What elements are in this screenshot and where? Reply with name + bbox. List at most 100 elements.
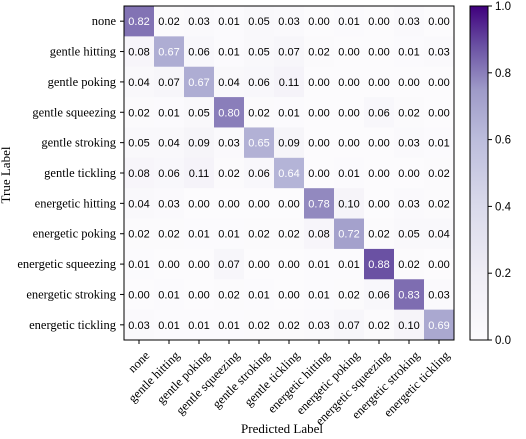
- cell-value-label: 0.05: [128, 138, 149, 150]
- heatmap-cell: [364, 6, 395, 37]
- cell-value-label: 0.11: [189, 168, 210, 180]
- colorbar-ticks: 0.0 0.2 0.4 0.6 0.8 1.0: [488, 1, 512, 347]
- cell-value-label: 0.09: [278, 138, 299, 150]
- heatmap-cell: [274, 248, 305, 280]
- cell-value-label: 0.00: [338, 107, 359, 119]
- cell-value-label: 0.00: [278, 289, 299, 301]
- y-tick-label: energetic tickling: [29, 318, 117, 332]
- cell-value-label: 0.03: [428, 289, 449, 301]
- cell-value-label: 0.08: [308, 229, 329, 241]
- heatmap-cell: [184, 97, 215, 128]
- cell-value-label: 0.00: [338, 77, 359, 89]
- cell-value-label: 0.00: [338, 138, 359, 150]
- heatmap-cell: [154, 127, 185, 159]
- heatmap-cell: [214, 157, 245, 189]
- cell-value-label: 0.01: [428, 138, 449, 150]
- y-tick-label: none: [92, 14, 117, 28]
- cell-value-label: 0.00: [428, 77, 449, 89]
- cell-value-label: 0.03: [398, 138, 419, 150]
- heatmap-cell: [394, 97, 425, 128]
- heatmap-cell: [274, 279, 305, 311]
- heatmap-cell: [304, 6, 335, 37]
- cell-value-label: 0.04: [158, 138, 179, 150]
- cell-value-label: 0.03: [188, 16, 209, 28]
- heatmap-cell: [154, 279, 185, 311]
- heatmap-cell: [124, 6, 155, 37]
- cell-value-label: 0.00: [188, 198, 209, 210]
- heatmap-cell: [304, 36, 335, 68]
- cell-value-label: 0.00: [368, 47, 389, 59]
- heatmap-cell: [334, 97, 365, 128]
- cell-value-label: 0.03: [428, 47, 449, 59]
- cell-value-label: 0.01: [218, 320, 239, 332]
- heatmap-cell: [214, 97, 245, 128]
- heatmap-cell: [334, 188, 365, 220]
- cell-value-label: 0.64: [278, 168, 299, 180]
- heatmap-cell: [244, 188, 275, 220]
- y-tick-label: energetic poking: [33, 227, 117, 241]
- heatmap-cell: [364, 309, 395, 341]
- cell-value-label: 0.00: [308, 168, 329, 180]
- heatmap-cell: [394, 248, 425, 280]
- cell-value-label: 0.01: [248, 289, 269, 301]
- heatmap-cell: [394, 218, 425, 250]
- cell-value-label: 0.00: [398, 168, 419, 180]
- cell-value-label: 0.04: [428, 229, 449, 241]
- cell-value-label: 0.06: [248, 168, 269, 180]
- y-tick-label: energetic squeezing: [17, 257, 116, 271]
- cell-value-label: 0.00: [368, 16, 389, 28]
- cell-value-label: 0.01: [308, 259, 329, 271]
- heatmap-cell: [184, 36, 215, 68]
- cell-value-label: 0.00: [338, 47, 359, 59]
- cell-value-label: 0.05: [248, 47, 269, 59]
- heatmap-cell: [214, 218, 245, 250]
- heatmap-cell: [154, 248, 185, 280]
- cell-value-label: 0.07: [338, 320, 359, 332]
- heatmap-cell: [184, 188, 215, 220]
- heatmap-cell: [334, 157, 365, 189]
- cell-value-label: 0.01: [158, 107, 179, 119]
- cell-value-label: 0.65: [248, 138, 269, 150]
- heatmap-cell: [274, 127, 305, 159]
- heatmap-cell: [304, 97, 335, 128]
- cell-value-label: 0.00: [308, 16, 329, 28]
- heatmap-cell: [244, 36, 275, 68]
- cell-value-label: 0.06: [368, 289, 389, 301]
- cell-value-label: 0.00: [368, 168, 389, 180]
- cell-value-label: 0.00: [308, 138, 329, 150]
- heatmap-cell: [124, 279, 155, 311]
- cell-value-label: 0.01: [218, 229, 239, 241]
- cell-value-label: 0.00: [398, 77, 419, 89]
- cell-value-label: 0.06: [158, 168, 179, 180]
- cell-value-label: 0.11: [279, 77, 300, 89]
- y-tick-labels: none gentle hitting gentle poking gentle sq…: [17, 14, 124, 332]
- heatmap-cell: [424, 97, 455, 128]
- cell-value-label: 0.02: [368, 229, 389, 241]
- cell-value-label: 0.02: [128, 229, 149, 241]
- heatmap-cells: 0.82 0.02 0.03 0.01 0.05 0.03 0.00 0.01 0.00 0.03…: [124, 6, 455, 341]
- heatmap-cell: [154, 36, 185, 68]
- cell-value-label: 0.02: [218, 168, 239, 180]
- cell-value-label: 0.83: [398, 289, 419, 301]
- cell-value-label: 0.01: [188, 229, 209, 241]
- heatmap-cell: [124, 66, 155, 98]
- heatmap-cell: [364, 66, 395, 98]
- heatmap-cell: [364, 36, 395, 68]
- heatmap-cell: [124, 218, 155, 250]
- heatmap-cell: [184, 66, 215, 98]
- heatmap-cell: [304, 157, 335, 189]
- cell-value-label: 0.02: [368, 320, 389, 332]
- cell-value-label: 0.00: [368, 138, 389, 150]
- cell-value-label: 0.03: [278, 16, 299, 28]
- heatmap-cell: [244, 6, 275, 37]
- cell-value-label: 0.00: [248, 259, 269, 271]
- cell-value-label: 0.06: [188, 47, 209, 59]
- heatmap-cell: [244, 127, 275, 159]
- heatmap-cell: [424, 188, 455, 220]
- cell-value-label: 0.80: [218, 107, 239, 119]
- colorbar-tick-label: 0.4: [495, 201, 512, 213]
- y-tick-label: gentle squeezing: [32, 105, 116, 119]
- cell-value-label: 0.04: [128, 77, 149, 89]
- cell-value-label: 0.00: [128, 289, 149, 301]
